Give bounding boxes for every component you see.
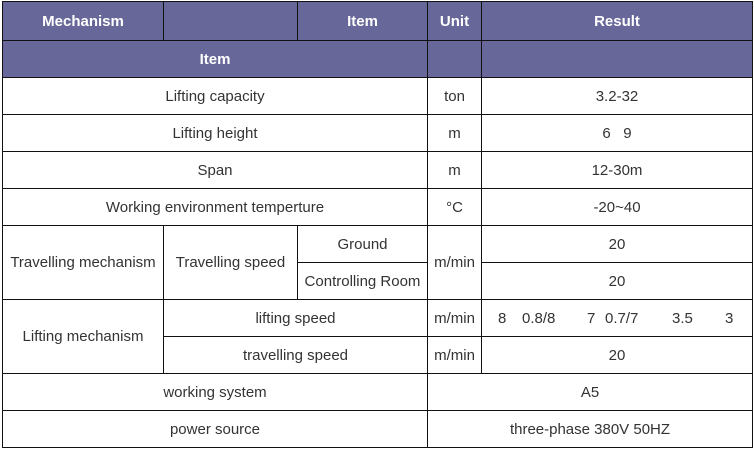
spec-table: Mechanism Item Unit Result Item Lifting … (2, 1, 753, 448)
subheader-item: Item (2, 40, 428, 78)
header-item: Item (297, 1, 428, 41)
unit-cell: ton (427, 77, 482, 115)
mechanism-cell: Lifting mechanism (2, 299, 164, 374)
table-row: Lifting capacity ton 3.2-32 (2, 77, 753, 115)
table-row: Span m 12-30m (2, 151, 753, 189)
value: 7 (587, 310, 596, 327)
unit-cell: m/min (427, 336, 482, 374)
value: 8 (498, 310, 507, 327)
value: 0.8/8 (522, 310, 556, 327)
table-row: Working environment temperture °C -20~40 (2, 188, 753, 226)
sub-item-cell: Controlling Room (297, 262, 428, 300)
result-cell: 8 0.8/8 7 0.7/7 3.5 3 (481, 299, 753, 337)
table-row: power source three-phase 380V 50HZ (2, 410, 753, 448)
value: 3 (725, 310, 734, 327)
item-cell: working system (2, 373, 428, 411)
header-result: Result (481, 1, 753, 41)
item-cell: Lifting capacity (2, 77, 428, 115)
value: 0.7/7 (605, 310, 639, 327)
result-cell: -20~40 (481, 188, 753, 226)
result-cell: 12-30m (481, 151, 753, 189)
unit-cell: m/min (427, 225, 482, 300)
subheader-result (481, 40, 753, 78)
unit-cell: m (427, 114, 482, 152)
result-cell: 3.2-32 (481, 77, 753, 115)
header-empty (163, 1, 298, 41)
item-cell: lifting speed (163, 299, 428, 337)
item-cell: Travelling speed (163, 225, 298, 300)
table-row: Travelling mechanism Travelling speed Gr… (2, 225, 753, 300)
result-cell: 20 (481, 262, 753, 300)
table-row: working system A5 (2, 373, 753, 411)
result-cell: three-phase 380V 50HZ (427, 410, 753, 448)
unit-cell: m/min (427, 299, 482, 337)
header-unit: Unit (427, 1, 482, 41)
item-cell: Span (2, 151, 428, 189)
unit-cell: °C (427, 188, 482, 226)
result-cell: 20 (481, 336, 753, 374)
mechanism-cell: Travelling mechanism (2, 225, 164, 300)
table-row: Controlling Room 20 (3, 262, 753, 300)
result-cell: A5 (427, 373, 753, 411)
table-row: Lifting height m 6 9 (2, 114, 753, 152)
value: 3.5 (672, 310, 693, 327)
item-cell: travelling speed (163, 336, 428, 374)
result-cell: 20 (481, 225, 753, 263)
result-cell: 6 9 (481, 114, 753, 152)
table-row: travelling speed m/min 20 (3, 336, 753, 374)
table-row: Lifting mechanism lifting speed m/min 8 … (2, 299, 753, 374)
subheader-unit (427, 40, 482, 78)
item-cell: Working environment temperture (2, 188, 428, 226)
item-cell: power source (2, 410, 428, 448)
sub-item-cell: Ground (297, 225, 428, 263)
header-mechanism: Mechanism (2, 1, 164, 41)
unit-cell: m (427, 151, 482, 189)
item-cell: Lifting height (2, 114, 428, 152)
